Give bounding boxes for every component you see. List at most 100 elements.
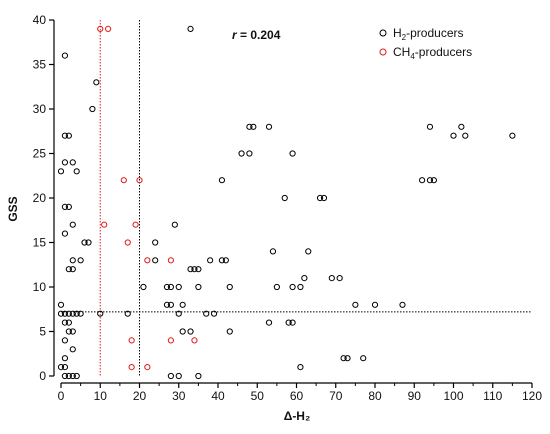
data-point xyxy=(191,337,198,344)
data-point xyxy=(179,301,186,308)
data-points xyxy=(57,25,516,380)
data-point xyxy=(65,319,72,326)
data-point xyxy=(371,301,379,308)
data-point xyxy=(187,328,194,335)
data-point xyxy=(430,177,437,184)
data-point xyxy=(328,275,335,282)
data-point xyxy=(144,257,151,264)
x-tick-label: 70 xyxy=(329,389,343,403)
data-point xyxy=(340,355,347,362)
data-point xyxy=(167,337,174,344)
data-point xyxy=(191,266,198,273)
data-point xyxy=(218,257,226,264)
y-tick-label: 40 xyxy=(33,13,47,27)
data-point xyxy=(124,310,131,317)
series-ch4-producers xyxy=(97,25,198,371)
data-point xyxy=(265,123,273,130)
x-axis-title: Δ-H₂ xyxy=(284,409,311,423)
legend-marker-h2 xyxy=(379,29,387,37)
data-point xyxy=(297,283,304,291)
data-point xyxy=(289,150,296,157)
data-point xyxy=(105,25,112,32)
x-tick-label: 50 xyxy=(251,389,265,403)
data-point xyxy=(69,266,76,273)
data-point xyxy=(81,239,88,246)
data-point xyxy=(61,203,69,210)
data-point xyxy=(273,283,280,291)
y-tick-label: 15 xyxy=(33,236,47,250)
data-point xyxy=(419,177,426,184)
x-tick-label: 30 xyxy=(172,389,186,403)
x-tick-label: 90 xyxy=(408,389,422,403)
data-point xyxy=(57,364,65,371)
data-point xyxy=(65,310,72,317)
data-point xyxy=(171,221,178,228)
data-point xyxy=(352,301,359,308)
data-point xyxy=(97,25,104,32)
data-point xyxy=(57,168,65,175)
data-point xyxy=(163,301,171,308)
x-tick-label: 60 xyxy=(290,389,304,403)
data-point xyxy=(61,337,69,344)
data-point xyxy=(301,275,308,282)
series-h2-producers xyxy=(57,25,516,380)
data-point xyxy=(250,123,257,130)
data-point xyxy=(57,301,65,308)
x-tick-label: 0 xyxy=(58,389,65,403)
data-point xyxy=(509,132,516,139)
x-tick-label: 110 xyxy=(483,389,502,403)
axes: 0 10 20 30 40 50 60 70 80 90 100 110 120 0 5 10 15 20 25 30… xyxy=(33,13,543,403)
data-point xyxy=(246,123,253,130)
y-axis-title: GSS xyxy=(6,196,20,221)
data-point xyxy=(207,257,214,264)
data-point xyxy=(285,319,292,326)
data-point xyxy=(69,346,76,353)
data-point xyxy=(289,319,296,326)
y-tick-label: 0 xyxy=(39,369,46,383)
data-point xyxy=(136,177,143,184)
x-tick-label: 80 xyxy=(368,389,382,403)
data-point xyxy=(124,239,131,246)
data-point xyxy=(61,372,69,380)
legend-item-h2: H2-producers xyxy=(379,26,463,42)
data-point xyxy=(65,372,72,380)
data-point xyxy=(140,283,147,291)
data-point xyxy=(69,328,76,335)
r-value: = 0.204 xyxy=(237,28,281,42)
data-point xyxy=(85,239,92,246)
correlation-annotation: r = 0.204 xyxy=(232,28,281,42)
y-tick-label: 20 xyxy=(33,191,47,205)
data-point xyxy=(61,159,69,166)
data-point xyxy=(175,283,182,291)
data-point xyxy=(226,283,233,291)
data-point xyxy=(128,337,135,344)
data-point xyxy=(320,194,328,202)
data-point xyxy=(203,310,210,317)
data-point xyxy=(69,221,76,228)
data-point xyxy=(281,194,288,202)
data-point xyxy=(218,177,226,184)
data-point xyxy=(344,355,351,362)
data-point xyxy=(65,328,72,335)
data-point xyxy=(69,310,76,317)
data-point xyxy=(175,310,182,317)
legend-marker-ch4 xyxy=(379,48,387,56)
data-point xyxy=(61,355,69,362)
data-point xyxy=(69,257,76,264)
y-tick-label: 25 xyxy=(33,147,47,161)
data-point xyxy=(73,168,80,175)
data-point xyxy=(61,364,69,371)
data-point xyxy=(426,177,434,184)
x-tick-label: 10 xyxy=(94,389,108,403)
data-point xyxy=(89,105,96,113)
y-tick-label: 35 xyxy=(33,58,47,72)
legend-label-h2: H2-producers xyxy=(393,26,463,42)
data-point xyxy=(120,177,127,184)
data-point xyxy=(222,257,229,264)
data-point xyxy=(128,364,135,371)
x-tick-label: 100 xyxy=(443,389,463,403)
data-point xyxy=(163,283,171,291)
data-point xyxy=(73,372,80,380)
data-point xyxy=(195,372,202,380)
data-point xyxy=(187,25,194,32)
